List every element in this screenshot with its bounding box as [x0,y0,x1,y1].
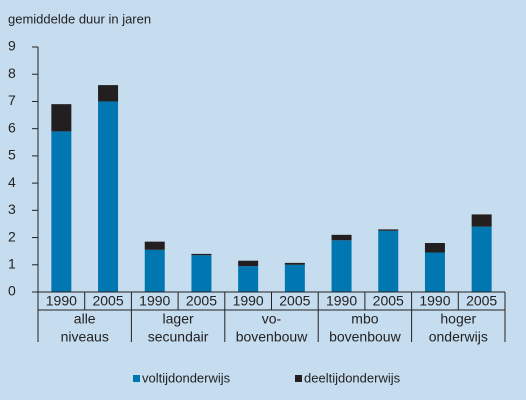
x-tick-label: 2005 [279,293,310,309]
bar-segment [284,262,305,265]
legend-label: deeltijdonderwijs [304,370,401,385]
bar-segment [378,230,399,292]
bar-segment [284,264,305,292]
legend-swatch [295,375,302,382]
x-tick-label: 2005 [373,293,404,309]
bar-segment [144,249,165,292]
bar-segment [238,266,259,292]
group-label: onderwijs [429,329,488,345]
y-tick-label: 0 [8,283,16,299]
group-label: bovenbouw [329,329,402,345]
legend-swatch [133,375,140,382]
bar-segment [144,241,165,250]
bar-segment [191,255,212,292]
bar-segment [98,85,119,102]
legend-label: voltijdonderwijs [142,370,231,385]
bar-segment [471,214,492,227]
bar-segment [238,260,259,267]
x-tick-label: 1990 [139,293,170,309]
group-label: niveaus [61,329,109,345]
bar-segment [98,101,119,292]
bar-segment [424,243,445,253]
y-tick-label: 6 [8,119,16,135]
bar-segment [378,229,399,231]
y-tick-label: 5 [8,147,16,163]
bar-segment [51,131,72,292]
group-label: secundair [148,329,209,345]
x-tick-label: 2005 [186,293,217,309]
bar-segment [191,253,212,256]
y-tick-label: 7 [8,92,16,108]
x-tick-label: 1990 [419,293,450,309]
group-label: mbo [351,311,378,327]
group-label: hoger [440,311,476,327]
y-tick-label: 1 [8,255,16,271]
chart-title: gemiddelde duur in jaren [8,11,151,26]
bar-segment [424,252,445,292]
y-tick-label: 9 [8,38,16,54]
bar-segment [51,104,72,132]
group-label: alle [74,311,96,327]
x-tick-label: 1990 [326,293,357,309]
y-tick-label: 3 [8,201,16,217]
x-tick-label: 1990 [46,293,77,309]
x-tick-label: 2005 [92,293,123,309]
y-tick-label: 4 [8,174,16,190]
bar-segment [331,240,352,292]
bar-segment [331,234,352,241]
group-label: vo- [262,311,282,327]
group-label: lager [163,311,194,327]
x-tick-label: 1990 [233,293,264,309]
y-tick-label: 8 [8,65,16,81]
group-label: bovenbouw [236,329,309,345]
bar-segment [471,226,492,292]
x-tick-label: 2005 [466,293,497,309]
y-tick-label: 2 [8,228,16,244]
